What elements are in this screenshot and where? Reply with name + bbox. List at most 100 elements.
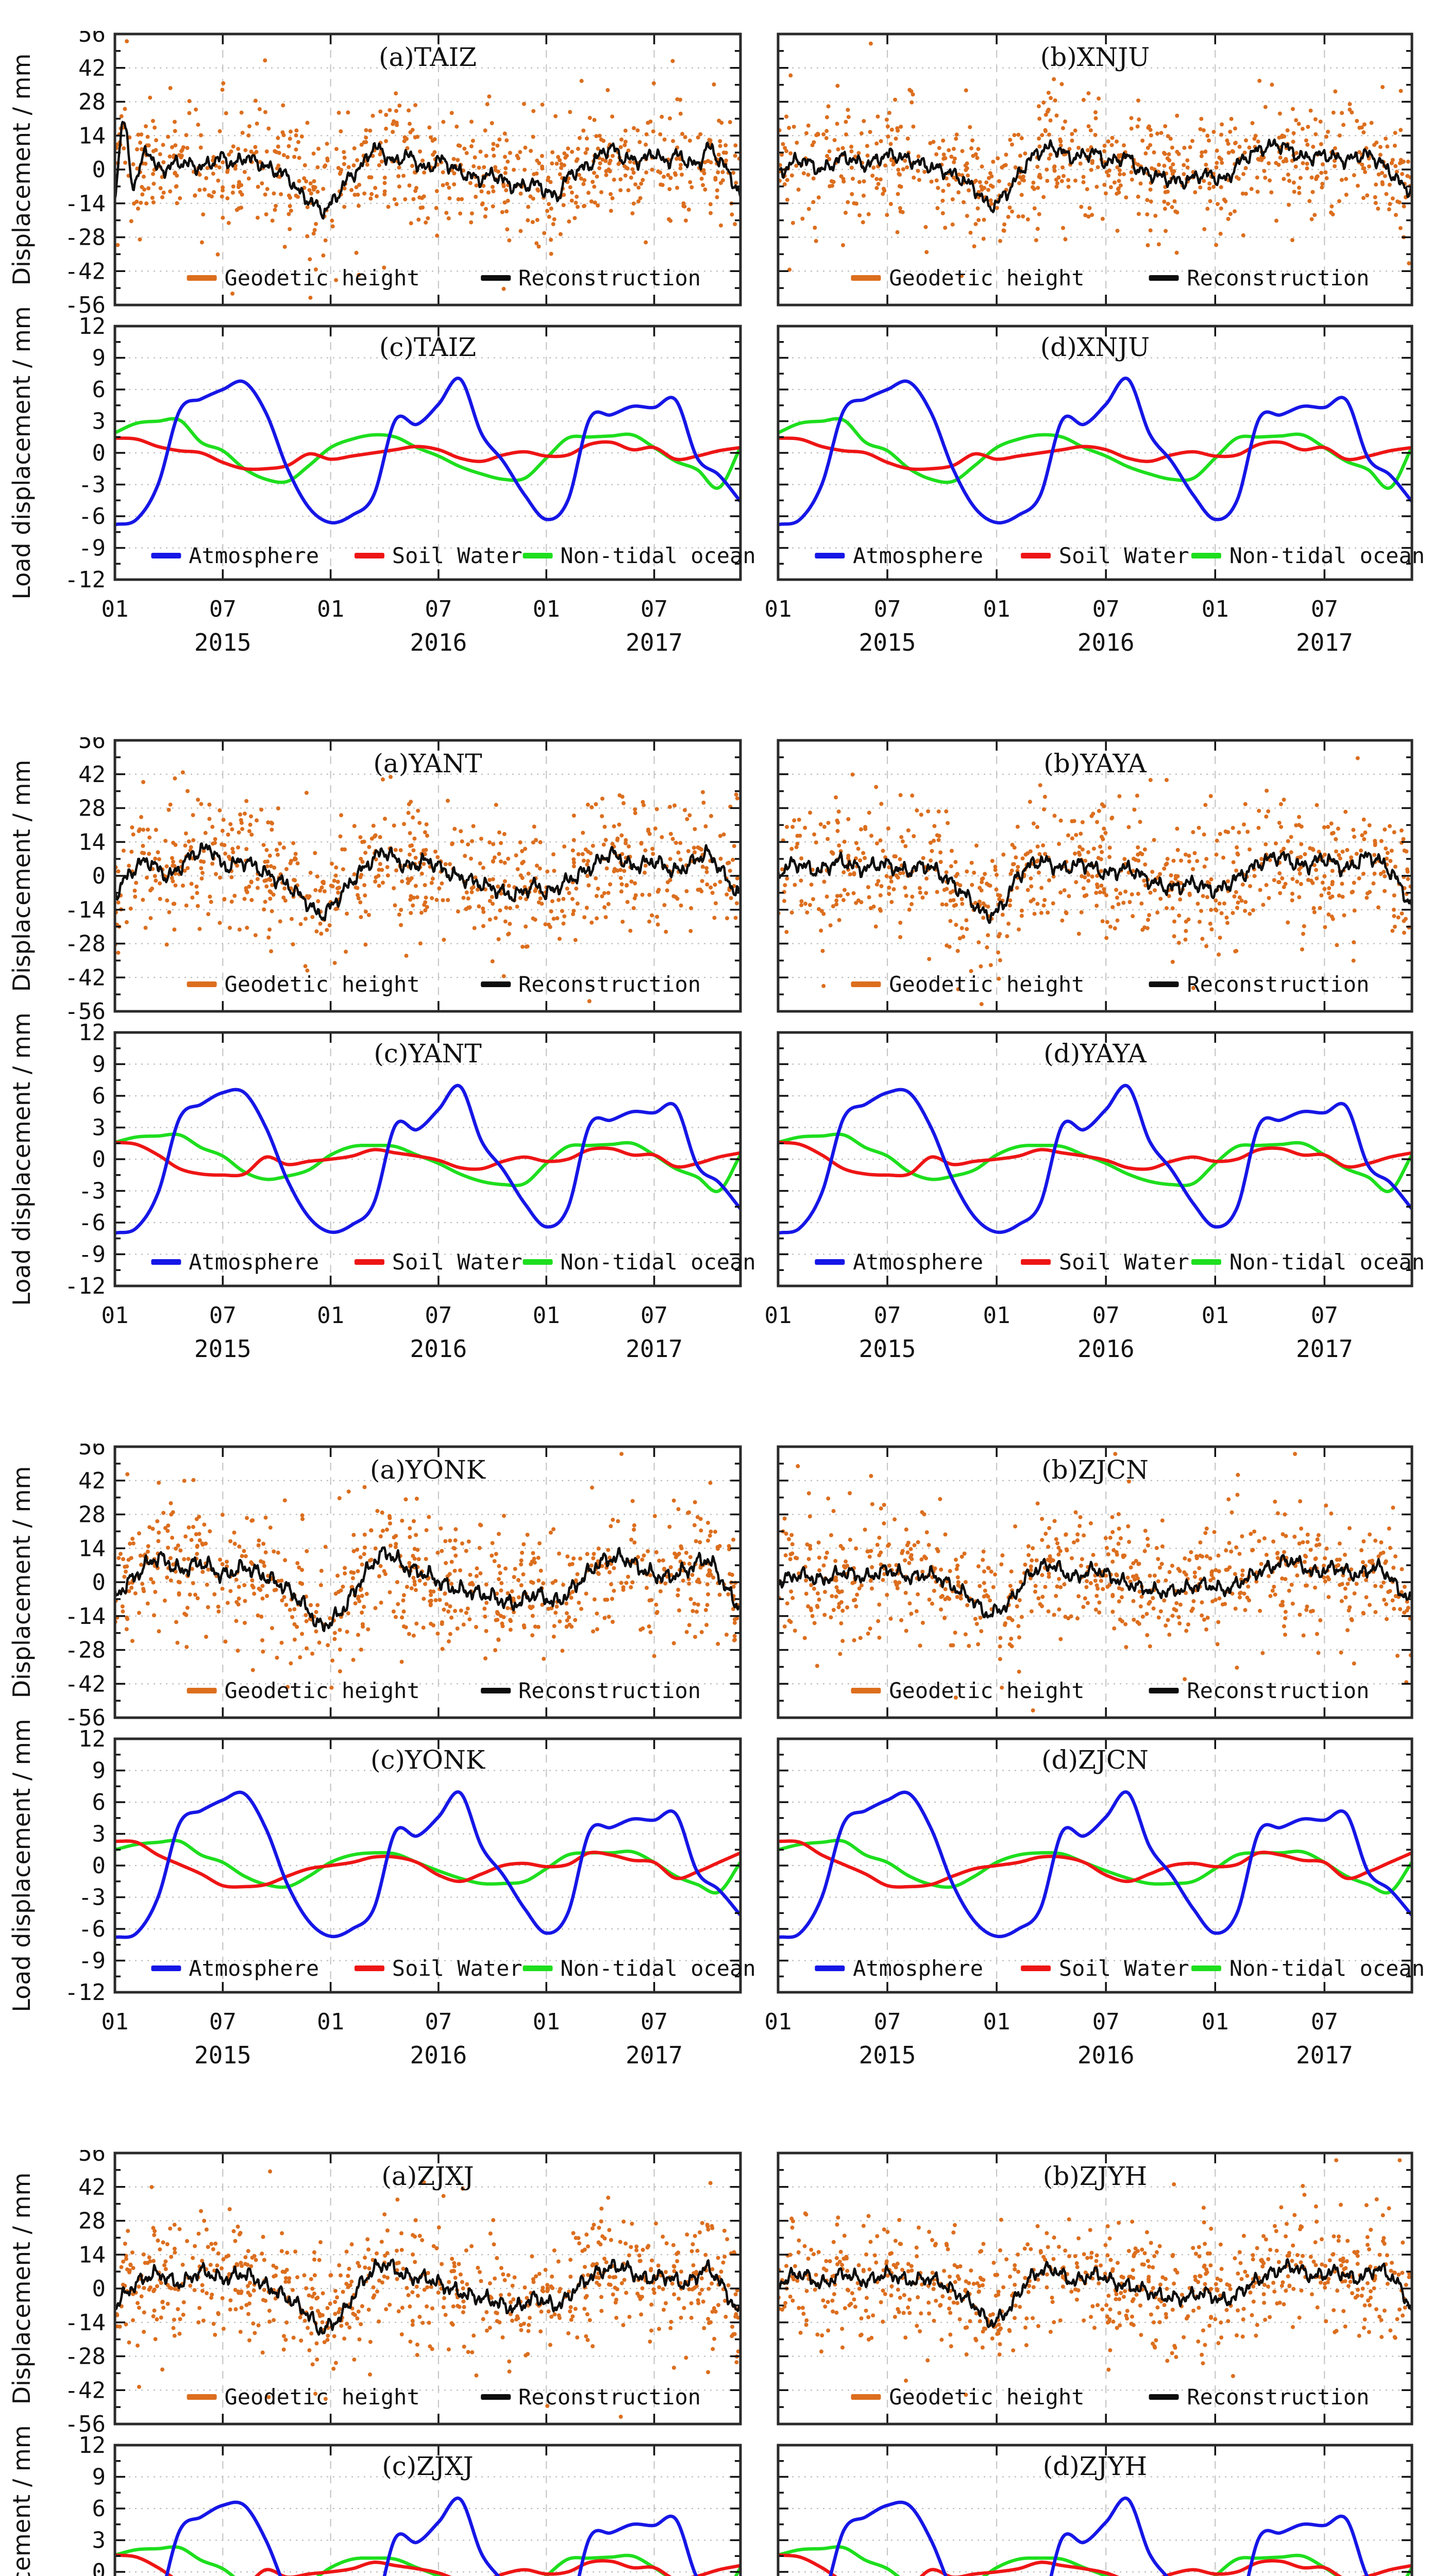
panel-frame [777, 2151, 1413, 2426]
y-tick-label: -6 [78, 1916, 106, 1942]
soil-water-line [116, 1141, 739, 1178]
legend-swatch-non_tidal_ocean [1191, 553, 1221, 558]
y-axis-title-displacement: Displacement / mm [8, 2173, 36, 2405]
legend-swatch-atmosphere [815, 1259, 845, 1265]
y-tick-label: 0 [92, 1569, 106, 1596]
reconstruction-line [779, 851, 1411, 924]
atmosphere-line [779, 376, 1411, 527]
year-label: 2017 [1296, 1335, 1353, 1363]
y-tick-label: 14 [78, 829, 106, 855]
panel-frame [777, 739, 1413, 1013]
legend-swatch-reconstruction [481, 275, 511, 281]
legend-label-soil_water: Soil Water [1059, 1249, 1189, 1275]
panel-b-YAYA: (b)YAYA Geodetic height Reconstruction [777, 739, 1413, 1013]
soil-water-line [779, 1141, 1411, 1178]
atmosphere-line [116, 1083, 739, 1235]
x-tick-label: 01 [765, 2009, 792, 2035]
x-tick-label: 07 [1092, 1302, 1120, 1329]
legend-swatch-soil_water [354, 553, 384, 558]
year-label: 2016 [1077, 629, 1135, 656]
y-tick-label: 14 [78, 2242, 106, 2268]
non-tidal-ocean-line [116, 417, 739, 490]
y-tick-label: 0 [92, 2559, 106, 2576]
panel-title: (b)YAYA [1043, 749, 1147, 778]
x-tick-label: 07 [425, 1302, 452, 1329]
legend-swatch-reconstruction [1149, 275, 1179, 281]
legend-swatch-atmosphere [815, 1965, 845, 1971]
y-tick-label: -56 [65, 292, 106, 318]
year-label: 2017 [626, 1335, 683, 1363]
atmosphere-line [164, 2496, 698, 2576]
y-axis-title-load-displacement: Load displacement / mm [8, 306, 36, 599]
legend-label-reconstruction: Reconstruction [1187, 972, 1369, 997]
legend-label-soil_water: Soil Water [1059, 1956, 1189, 1981]
station-group-2-YANT-YAYA: (a)YANT Geodetic height Reconstruction 56 42… [8, 737, 1425, 1363]
reconstruction-line [116, 1546, 739, 1633]
year-label: 2016 [410, 629, 467, 656]
y-tick-label: -14 [65, 2310, 106, 2336]
year-label: 2015 [859, 1335, 916, 1363]
y-tick-label: -3 [78, 472, 106, 498]
y-tick-label: 56 [78, 31, 106, 47]
x-tick-label: 07 [209, 1302, 237, 1329]
x-tick-label: 07 [874, 1302, 901, 1329]
legend-swatch-atmosphere [151, 1259, 181, 1265]
legend-label-reconstruction: Reconstruction [518, 972, 701, 997]
y-tick-label: 6 [92, 2496, 106, 2522]
soil-water-line [116, 436, 739, 471]
panel-frame [777, 32, 1413, 307]
x-tick-label: 01 [533, 2009, 560, 2035]
y-tick-label: 42 [78, 1468, 106, 1494]
legend-swatch-non_tidal_ocean [523, 553, 553, 558]
panel-title: (d)ZJYH [1043, 2451, 1147, 2481]
panel-b-XNJU: (b)XNJU Geodetic height Reconstruction [777, 32, 1413, 307]
legend-swatch-geodetic [187, 275, 217, 281]
x-tick-label: 01 [765, 596, 792, 622]
legend-swatch-geodetic [851, 981, 881, 987]
y-tick-label: 9 [92, 1758, 106, 1784]
panel-title: (c)ZJXJ [382, 2451, 473, 2481]
x-tick-label: 07 [209, 2009, 237, 2035]
panel-title: (b)XNJU [1040, 42, 1150, 72]
y-tick-label: -56 [65, 2411, 106, 2437]
legend-label-non_tidal_ocean: Non-tidal ocean [1229, 1249, 1425, 1275]
y-tick-label: 42 [78, 2174, 106, 2200]
year-label: 2017 [1296, 2041, 1353, 2069]
x-tick-label: 01 [983, 596, 1010, 622]
x-tick-label: 01 [765, 1302, 792, 1329]
legend-label-reconstruction: Reconstruction [1187, 1678, 1369, 1703]
y-tick-label: -3 [78, 1178, 106, 1205]
geodetic-scatter [116, 39, 739, 300]
y-tick-label: 6 [92, 377, 106, 403]
panel-frame [777, 1031, 1413, 1287]
legend-swatch-reconstruction [481, 981, 511, 987]
legend-label-geodetic: Geodetic height [889, 2384, 1084, 2410]
y-tick-label: -14 [65, 191, 106, 217]
legend-label-atmosphere: Atmosphere [189, 1956, 319, 1981]
y-tick-label: 28 [78, 795, 106, 822]
y-tick-label: -9 [78, 535, 106, 562]
legend-label-soil_water: Soil Water [1059, 543, 1189, 568]
panel-frame [113, 2444, 742, 2576]
y-tick-label: -42 [65, 258, 106, 284]
panel-title: (d)ZJCN [1041, 1745, 1149, 1775]
legend-swatch-atmosphere [815, 553, 845, 558]
panel-a-YANT: (a)YANT Geodetic height Reconstruction 56 42… [65, 737, 742, 1025]
atmosphere-line [829, 2496, 1369, 2576]
legend-label-non_tidal_ocean: Non-tidal ocean [560, 1956, 755, 1981]
soil-water-line [779, 436, 1411, 471]
geodetic-scatter [116, 770, 739, 1004]
x-tick-label: 01 [983, 1302, 1010, 1329]
panel-a-YONK: (a)YONK Geodetic height Reconstruction 56 42… [65, 1444, 742, 1731]
y-tick-label: -14 [65, 1603, 106, 1630]
y-tick-label: -14 [65, 897, 106, 923]
x-tick-label: 01 [1202, 1302, 1229, 1329]
year-label: 2016 [1077, 1335, 1135, 1363]
x-tick-label: 01 [1202, 596, 1229, 622]
y-tick-label: 9 [92, 345, 106, 371]
non-tidal-ocean-line [779, 417, 1411, 490]
non-tidal-ocean-line [116, 1132, 739, 1193]
y-tick-label: 6 [92, 1083, 106, 1109]
